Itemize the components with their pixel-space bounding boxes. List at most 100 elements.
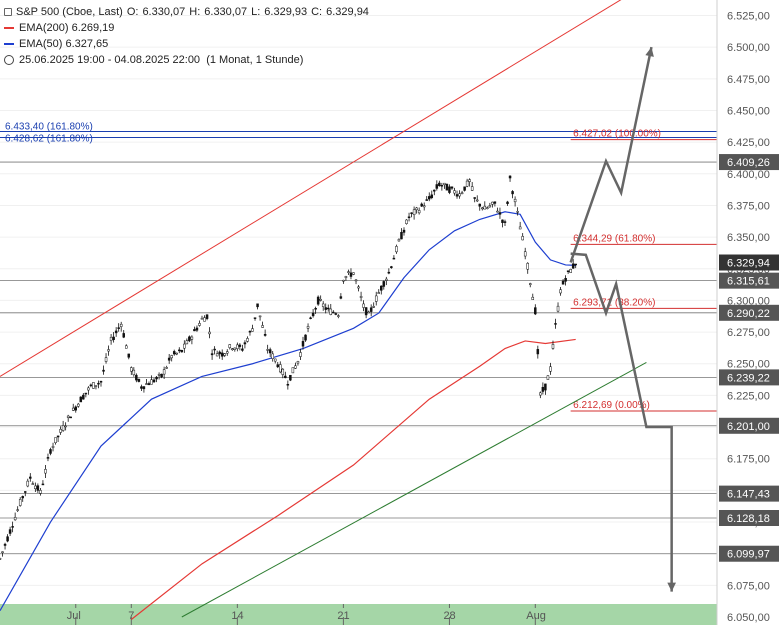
candle-body <box>236 344 239 349</box>
candle-body <box>374 295 378 302</box>
candle-body <box>546 375 550 380</box>
candle-body <box>321 303 325 307</box>
level-badge <box>719 154 779 171</box>
candle-body <box>41 483 45 486</box>
candle-body <box>501 219 504 223</box>
y-tick-label: 6.300,00 <box>727 295 770 307</box>
candle-body <box>46 457 50 459</box>
candle-body <box>127 353 131 358</box>
candle-body <box>253 317 257 319</box>
candle-body <box>97 382 100 385</box>
candle-body <box>511 191 514 195</box>
candle-body <box>92 382 95 389</box>
candle-body <box>382 281 386 287</box>
candle-body <box>443 182 446 185</box>
candle-body <box>518 226 522 230</box>
candle-body <box>71 407 75 411</box>
candle-body <box>122 333 125 338</box>
horizontal-levels: 6.433,40 (161.80%) 6.428,62 (161.80%) 6.42… <box>0 121 717 555</box>
candle-body <box>342 279 345 282</box>
candle-body <box>571 263 575 269</box>
candle-body <box>107 349 110 352</box>
candle-body <box>170 355 173 359</box>
candle-body <box>531 296 535 300</box>
candle-body <box>289 374 292 381</box>
high-label: H: <box>189 6 201 18</box>
candle-body <box>438 182 441 187</box>
clock-icon <box>4 55 14 65</box>
y-tick-label: 6.475,00 <box>727 74 770 86</box>
candle-body <box>198 323 201 326</box>
candle-body <box>354 279 358 282</box>
fib-label: 6.344,29 (61.80%) <box>573 233 655 244</box>
x-tick-label: Jul <box>67 610 81 622</box>
chart-legend: S&P 500 (Cboe, Last) O: 6.330,07 H: 6.330,… <box>4 4 373 68</box>
candle-body <box>561 280 565 285</box>
ema50-swatch <box>4 43 14 45</box>
candle-body <box>130 367 133 372</box>
candle-body <box>147 383 151 386</box>
candle-body <box>231 348 234 350</box>
candle-body <box>486 207 489 209</box>
candle-body <box>13 517 17 521</box>
candle-body <box>337 315 340 317</box>
candle-body <box>84 392 88 395</box>
candle-body <box>99 381 103 383</box>
candle-body <box>205 314 209 319</box>
candle-body <box>301 341 305 347</box>
y-tick-label: 6.450,00 <box>727 105 770 117</box>
candle-body <box>137 378 141 382</box>
candle-body <box>238 344 242 347</box>
level-badge-text: 6.239,22 <box>727 372 770 384</box>
candle-body <box>516 211 519 213</box>
fib-label: 6.293,71 (38.20%) <box>573 297 655 308</box>
candle-body <box>89 384 93 387</box>
candle-body <box>243 342 247 345</box>
candle-body <box>74 406 77 411</box>
candle-body <box>430 194 434 198</box>
candle-body <box>412 209 416 216</box>
candle-body <box>478 203 481 207</box>
candle-body <box>415 207 418 211</box>
ema50-label: EMA(50) <box>19 38 63 50</box>
candle-body <box>377 292 380 294</box>
fib-label: 6.212,69 (0.00%) <box>573 400 650 411</box>
candle-body <box>488 205 492 208</box>
candle-body <box>167 357 171 361</box>
candle-body <box>463 186 466 191</box>
candle-body <box>263 333 267 336</box>
candle-body <box>465 180 469 187</box>
candle-body <box>569 269 572 273</box>
candle-body <box>140 386 143 389</box>
level-badge <box>719 509 779 526</box>
candle-body <box>319 299 322 301</box>
level-badge-text: 6.201,00 <box>727 421 770 433</box>
y-tick-label: 6.175,00 <box>727 454 770 466</box>
candle-body <box>226 351 229 354</box>
candle-body <box>352 272 355 275</box>
candle-body <box>175 352 178 355</box>
candle-body <box>66 415 70 418</box>
candle-body <box>306 326 310 329</box>
candle-body <box>536 349 540 355</box>
candle-body <box>256 303 259 308</box>
x-tick-label: 21 <box>337 610 349 622</box>
candle-body <box>119 323 123 327</box>
level-badge-text: 6.290,22 <box>727 308 770 320</box>
candle-body <box>29 476 32 479</box>
candle-body <box>564 277 567 282</box>
candle-body <box>508 175 512 179</box>
high-value: 6.330,07 <box>204 6 248 18</box>
candle-body <box>246 338 249 342</box>
candle-body <box>324 307 327 310</box>
candle-body <box>188 336 191 342</box>
candle-body <box>433 189 436 192</box>
y-tick-label: 6.375,00 <box>727 200 770 212</box>
candle-body <box>450 186 454 189</box>
candle-body <box>481 207 484 210</box>
candle-body <box>210 353 214 356</box>
candle-body <box>284 375 287 379</box>
candle-body <box>435 184 439 189</box>
candle-body <box>407 216 411 219</box>
